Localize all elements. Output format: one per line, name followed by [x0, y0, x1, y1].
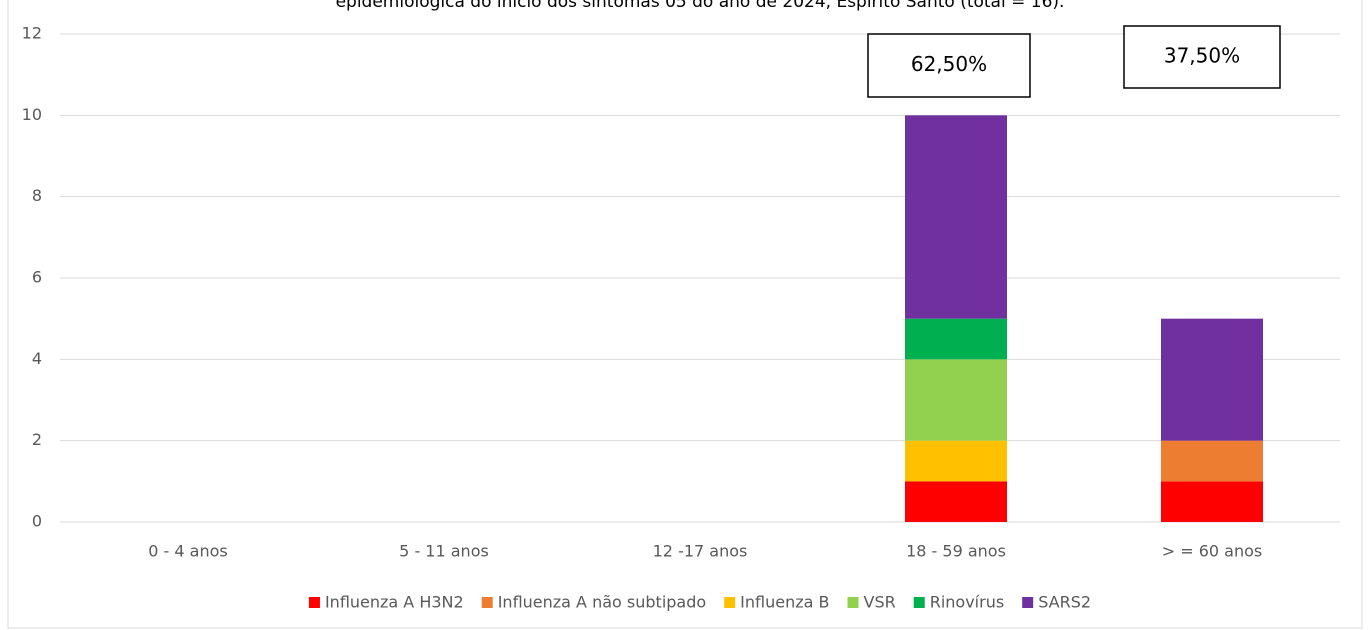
- bar-segment: [1161, 481, 1263, 522]
- legend-swatch: [481, 597, 493, 608]
- annotation-box: [1123, 25, 1281, 89]
- y-tick-label: 4: [32, 349, 42, 368]
- legend-label: SARS2: [1038, 593, 1091, 612]
- y-tick-label: 12: [22, 24, 42, 43]
- annotation-box: [867, 33, 1031, 98]
- chart-title: epidemiológica do início dos sintomas 05…: [336, 0, 1065, 12]
- x-tick-label: > = 60 anos: [1162, 542, 1263, 561]
- bar-segment: [905, 481, 1007, 522]
- legend-label: Influenza A H3N2: [325, 593, 464, 612]
- legend-swatch: [847, 597, 859, 608]
- legend-swatch: [1022, 597, 1034, 608]
- legend-label: VSR: [864, 593, 896, 612]
- annotation: 37,50%: [1164, 44, 1240, 68]
- y-tick-label: 6: [32, 268, 42, 287]
- legend-swatch: [308, 597, 320, 608]
- bar-segment: [1161, 440, 1263, 482]
- legend-label: Rinovírus: [930, 593, 1004, 612]
- bar-segment: [1161, 318, 1263, 441]
- x-tick-label: 5 - 11 anos: [399, 542, 489, 561]
- y-tick-label: 2: [32, 430, 42, 449]
- bar-segment: [905, 115, 1007, 319]
- legend-label: Influenza B: [740, 593, 829, 612]
- y-tick-label: 10: [22, 105, 42, 124]
- bar-segment: [905, 359, 1007, 441]
- bar-segment: [905, 440, 1007, 482]
- y-tick-label: 8: [32, 186, 42, 205]
- x-tick-label: 18 - 59 anos: [906, 542, 1006, 561]
- annotation: 62,50%: [911, 52, 987, 76]
- chart-frame: [7, 0, 1363, 629]
- legend-swatch: [724, 597, 736, 608]
- legend-swatch: [913, 597, 925, 608]
- x-tick-label: 12 -17 anos: [653, 542, 748, 561]
- bar-segment: [905, 318, 1007, 360]
- legend-label: Influenza A não subtipado: [498, 593, 706, 612]
- y-tick-label: 0: [32, 512, 42, 531]
- x-tick-label: 0 - 4 anos: [148, 542, 227, 561]
